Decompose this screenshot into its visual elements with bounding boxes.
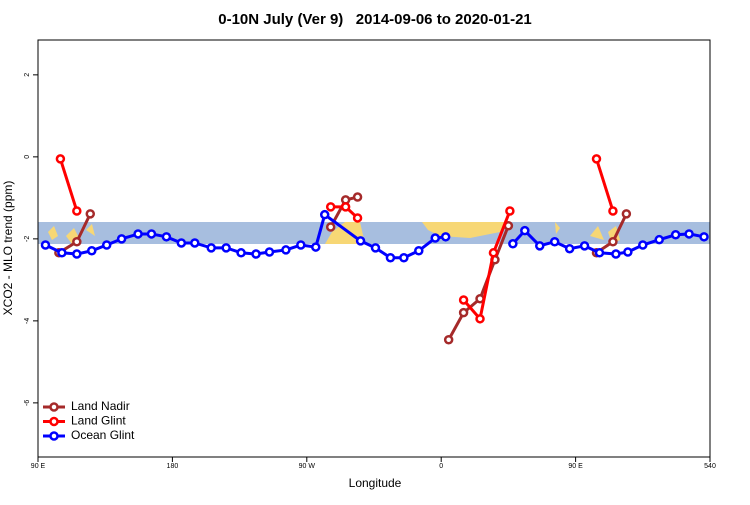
data-point [340,202,351,212]
x-axis-label: Longitude [349,476,402,490]
data-point [670,230,681,240]
data-point [146,229,157,239]
data-point [699,232,709,242]
data-point [57,248,67,258]
data-point [72,206,82,216]
data-point [508,239,518,249]
data-point [505,206,515,216]
data-point [296,240,306,250]
legend-marker [49,431,59,441]
data-point [133,229,143,239]
x-tick-label: 90 E [31,463,46,470]
data-point [654,234,664,245]
x-tick-label: 540 [704,463,716,470]
y-tick-label: -4 [24,318,31,324]
data-point [564,243,575,254]
data-point [40,240,51,250]
data-point [608,206,618,216]
ocean-band [38,222,710,244]
data-point [101,240,112,250]
data-point [251,249,261,259]
x-tick-label: 180 [167,463,179,470]
y-tick-label: 2 [24,73,31,77]
data-point [355,236,366,246]
data-point [443,334,454,345]
plot-frame [37,39,711,458]
data-point [475,314,485,324]
y-tick-label: -2 [24,236,31,242]
legend-label: Ocean Glint [71,428,135,442]
data-point [55,154,66,164]
data-point [399,252,409,263]
data-point [385,252,396,263]
data-point [190,238,200,248]
data-point [87,246,97,256]
data-point [319,209,330,220]
data-point [458,295,469,305]
data-point [684,229,694,239]
data-point [611,249,621,259]
data-point [535,241,545,251]
data-point [161,232,172,242]
legend-label: Land Glint [71,414,126,428]
land-patch [555,222,560,234]
chart-title: 0-10N July (Ver 9) 2014-09-06 to 2020-01… [218,11,532,28]
legend-marker [49,416,59,427]
data-point [440,232,451,242]
data-point [430,233,440,243]
legend-label: Land Nadir [71,399,130,413]
data-point [116,234,127,244]
data-point [591,154,602,164]
land-patch [48,226,58,240]
data-point [176,238,187,248]
data-point [520,225,530,236]
data-point [221,243,231,253]
data-point [352,213,363,223]
data-point [281,245,291,255]
y-axis-label: XCO2 - MLO trend (ppm) [1,181,15,316]
x-tick-label: 90 W [299,463,316,470]
data-point [414,246,424,256]
data-point [85,209,96,219]
data-point [72,249,82,259]
data-point [311,242,321,252]
data-point [621,209,632,219]
data-point [549,236,560,247]
data-point [236,248,246,258]
legend-marker [49,402,59,412]
y-tick-label: -6 [24,400,31,406]
data-point [370,243,381,253]
land-patch [86,224,95,236]
y-tick-label: 0 [24,155,31,159]
data-point [72,236,82,247]
series-line [58,195,628,341]
data-point [579,241,590,251]
land-patch [590,226,604,240]
data-point [458,307,469,318]
x-tick-label: 0 [439,463,443,470]
data-point [608,236,618,247]
data-point [623,247,633,257]
data-point [352,192,363,202]
data-point [594,248,605,258]
data-point [264,247,275,257]
data-point [638,240,648,250]
data-point [206,243,216,253]
x-tick-label: 90 E [568,463,583,470]
data-point [325,202,336,212]
data-point [488,248,499,258]
data-point [325,222,336,232]
